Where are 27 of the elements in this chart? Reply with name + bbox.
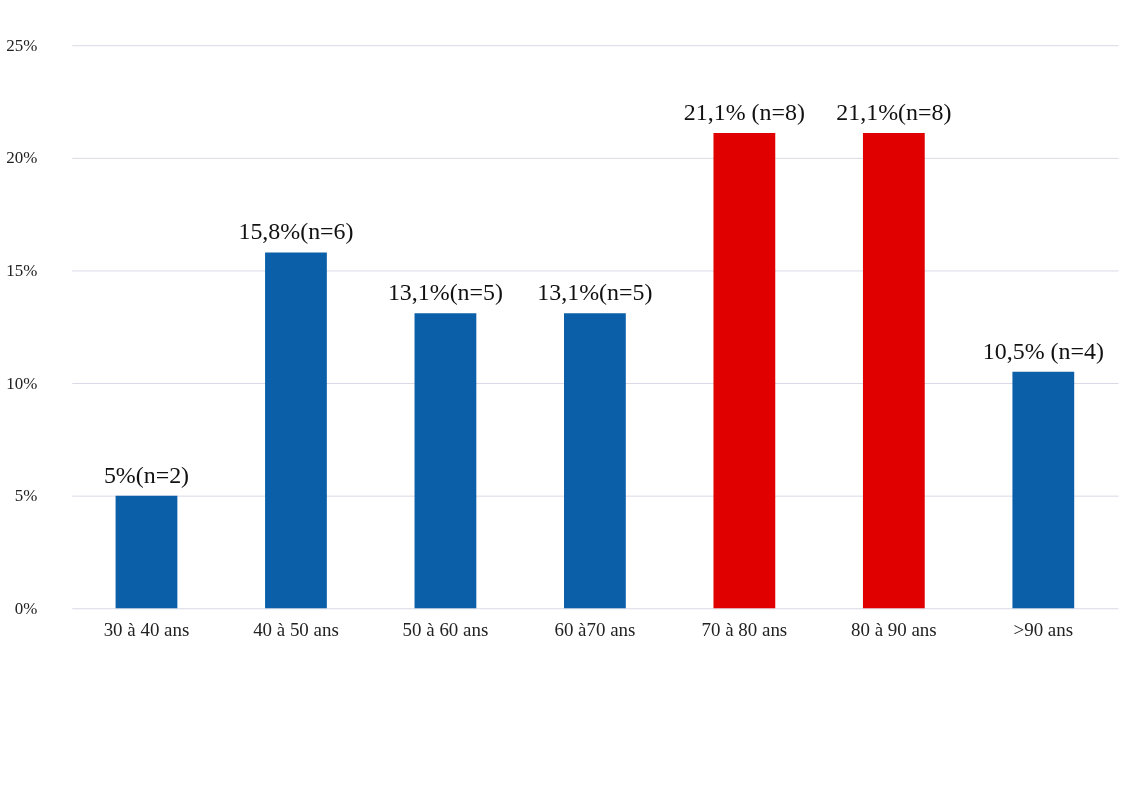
- bar: [713, 133, 776, 609]
- y-tick-label: 20%: [6, 148, 38, 168]
- bar: [115, 495, 178, 609]
- y-tick-label: 15%: [6, 260, 38, 280]
- data-label: 13,1%(n=5): [537, 279, 653, 306]
- x-tick-label: 60 à70 ans: [554, 618, 636, 640]
- bar: [1012, 371, 1075, 609]
- y-tick-label: 10%: [6, 373, 38, 393]
- y-tick-label: 5%: [14, 486, 38, 506]
- y-tick-label: 25%: [6, 35, 38, 55]
- data-label: 13,1%(n=5): [387, 279, 503, 306]
- x-tick-label: 50 à 60 ans: [402, 618, 489, 640]
- bar: [862, 133, 925, 609]
- x-tick-label: 30 à 40 ans: [103, 618, 190, 640]
- x-tick-label: 70 à 80 ans: [701, 618, 788, 640]
- bar: [564, 313, 626, 609]
- data-label: 10,5% (n=4): [982, 337, 1104, 364]
- data-label: 21,1% (n=8): [683, 99, 805, 126]
- data-label: 21,1%(n=8): [836, 99, 952, 126]
- bar: [414, 313, 477, 609]
- y-tick-label: 0%: [14, 598, 38, 618]
- x-tick-label: 40 à 50 ans: [253, 618, 339, 640]
- data-label: 15,8%(n=6): [238, 218, 354, 245]
- x-tick-label: >90 ans: [1013, 618, 1074, 640]
- x-tick-label: 80 à 90 ans: [851, 618, 937, 640]
- bar: [265, 252, 327, 609]
- data-label: 5%(n=2): [103, 461, 190, 488]
